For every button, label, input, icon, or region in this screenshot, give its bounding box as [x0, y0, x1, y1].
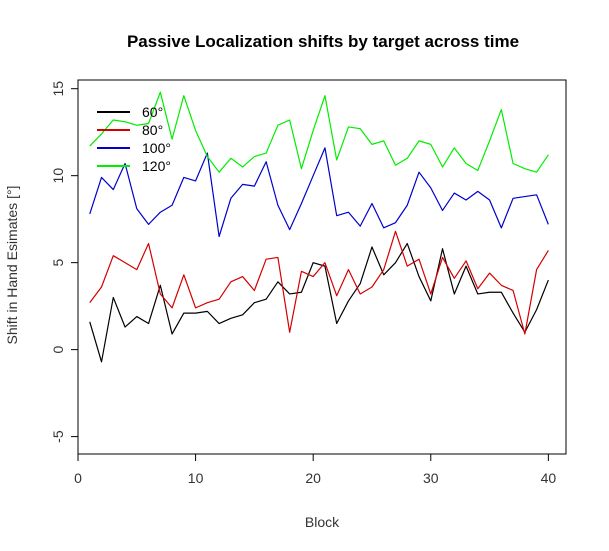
series-layer [89, 91, 549, 363]
x-tick-label: 0 [74, 470, 82, 486]
y-axis: -5 0 5 10 15 [50, 81, 79, 443]
chart-title: Passive Localization shifts by target ac… [127, 32, 519, 51]
y-tick-label: 15 [50, 81, 66, 97]
x-tick-label: 30 [423, 470, 439, 486]
y-tick-label: -5 [50, 430, 66, 443]
x-tick-label: 40 [541, 470, 557, 486]
y-tick-label: 10 [50, 168, 66, 184]
series-line-4 [89, 91, 549, 173]
legend: 60° 80° 100° 120° [97, 104, 171, 174]
legend-label: 120° [142, 158, 171, 174]
legend-label: 100° [142, 140, 171, 156]
legend-label: 80° [142, 122, 163, 138]
x-tick-label: 10 [188, 470, 204, 486]
y-tick-label: 0 [50, 346, 66, 354]
x-axis: 0 10 20 30 40 [74, 453, 557, 486]
x-axis-label: Block [305, 514, 340, 530]
series-line-2 [89, 230, 549, 335]
series-line-1 [89, 242, 549, 363]
y-tick-label: 5 [50, 259, 66, 267]
legend-label: 60° [142, 104, 163, 120]
y-axis-label: Shift in Hand Esimates [°] [4, 186, 20, 345]
series-line-3 [89, 147, 549, 238]
x-tick-label: 20 [305, 470, 321, 486]
